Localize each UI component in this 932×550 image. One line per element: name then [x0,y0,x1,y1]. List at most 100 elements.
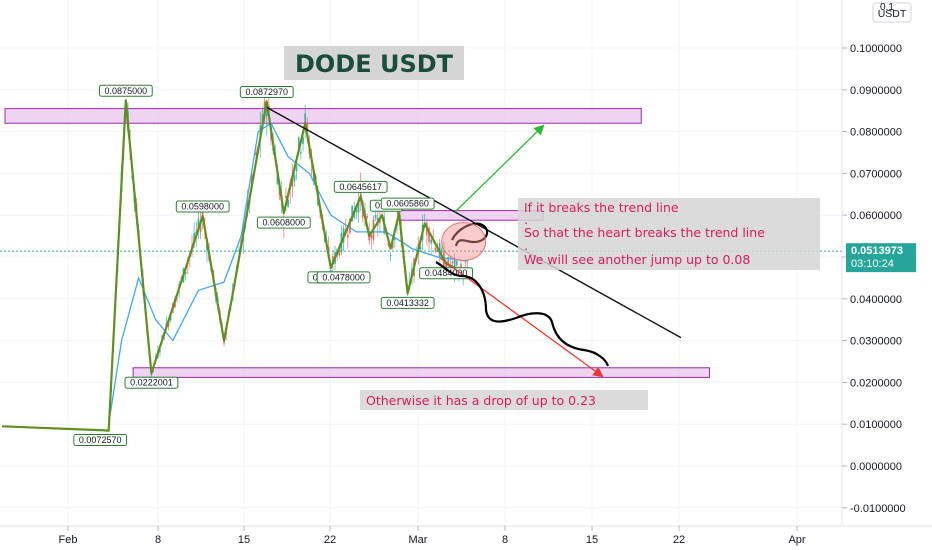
price-tick-label: 0.0000000 [850,461,902,473]
price-zone[interactable] [132,367,711,378]
heart-squiggle-upper[interactable] [451,222,489,247]
candle-body [238,250,240,252]
pivot-label: 0.0875000 [98,84,153,97]
time-tick-label: 8 [155,534,161,546]
currency-badge[interactable]: USDT [872,2,912,23]
candle-body [184,271,187,275]
breakout-arrow[interactable] [454,124,545,213]
candle-body [346,234,349,238]
candle-body [295,165,298,172]
pivot-label-text: 0.0478000 [322,272,365,282]
time-tick-label: 22 [324,534,336,546]
time-tick-label: 15 [586,534,598,546]
price-tick-label: 0.0100000 [850,419,902,431]
current-price-value: 0.0513973 [851,245,903,257]
candle-body [163,337,166,340]
price-tick-label: 0.0300000 [850,336,902,348]
price-tick-label: 0.0400000 [850,294,902,306]
candle-body [199,223,202,232]
currency-label: USDT [878,8,907,20]
candle-body [374,215,377,219]
candle-body [370,234,373,238]
price-tick-label: -0.0100000 [850,503,906,515]
current-price-tag: 0.0513973 03:10:24 [846,243,916,273]
breakout-note-box [518,198,820,270]
pivot-label: 0.0413332 [380,296,435,309]
candle-body [197,218,200,229]
note-line-1: If it breaks the trend line [524,200,679,215]
time-axis[interactable]: Feb 8 15 22 Mar 8 15 22 Apr [59,526,806,546]
price-tick-label: 0.1000000 [850,43,902,55]
candle-body [169,316,172,321]
breakdown-note-box [360,390,648,410]
candle-body [329,269,332,272]
time-tick-label: 15 [238,534,250,546]
time-tick-label: Mar [409,534,428,546]
candle-body [460,264,462,270]
pivot-label-text: 0.0484000 [425,268,468,278]
pivot-label-text: 0.0872970 [245,87,288,97]
candle-body [304,113,307,130]
candle-body [440,248,443,253]
price-zone[interactable] [4,108,642,124]
candle-body [355,207,358,213]
candle-body [366,216,368,218]
price-tick-label: 0.0600000 [850,210,902,222]
candle-body [393,238,396,240]
pivot-label: 0.0605860 [380,197,435,210]
time-tick-label: 22 [673,534,685,546]
candle-body [302,137,304,144]
candle-body [455,261,458,266]
candle-body [453,260,456,272]
time-tick-label: 8 [502,534,508,546]
candle-body [193,232,196,244]
candle-body [391,243,394,248]
candle-body [265,106,268,117]
pivot-label: 0.0478000 [316,271,371,284]
price-tick-label: 0.0900000 [850,85,902,97]
pivot-label-text: 0.0072570 [79,435,122,445]
candle-body [297,137,300,150]
pivot-label-text: 0.0875000 [105,86,148,96]
pivot-label: 0.0072570 [73,433,128,446]
candle-body [428,228,430,243]
pivot-label-text: 0.0413332 [386,298,429,308]
note-line-3: So that the heart breaks the trend line [524,225,765,240]
descending-trendline[interactable] [266,106,682,339]
candle-body [255,152,257,156]
pivot-label-text: 0.0645617 [339,182,382,192]
price-axis[interactable]: 0.1000000 0.0900000 0.0800000 0.0700000 0.06… [842,43,906,515]
candle-body [434,247,437,252]
pivot-label-text: 0.0605860 [386,199,429,209]
candle-body [451,261,454,264]
pivot-label-text: 0.0608000 [263,218,306,228]
candle-body [293,175,296,182]
pivot-label-text: 0.0598000 [181,202,224,212]
candle-body [351,205,354,222]
pivot-label-text: 0.0222001 [130,378,173,388]
candle-body [223,340,225,344]
time-tick-label: Feb [59,534,78,546]
candle-body [306,123,309,131]
note-line-5: We will see another jump up to 0.08 [524,252,750,267]
pivot-label: 0.0872970 [239,86,294,99]
candle-body [430,239,433,244]
candle-body [419,246,422,250]
candle-body [389,255,392,257]
candle-body [300,151,302,154]
note-line-2: . [524,212,528,227]
breakdown-note: Otherwise it has a drop of up to 0.23 [366,393,596,408]
heart-squiggle-lower[interactable] [435,261,610,367]
chart-title: DODE USDT [295,50,454,78]
price-tick-label: 0.0200000 [850,377,902,389]
price-tick-label: 0.0700000 [850,168,902,180]
note-line-4: . [524,238,528,253]
pivot-label: 0.0222001 [124,376,179,389]
candle-body [349,218,351,233]
countdown-timer: 03:10:24 [851,258,894,270]
breakout-circle[interactable] [441,222,487,262]
candle-body [285,195,287,199]
candle-body [357,199,360,213]
moving-average-line [108,122,468,425]
